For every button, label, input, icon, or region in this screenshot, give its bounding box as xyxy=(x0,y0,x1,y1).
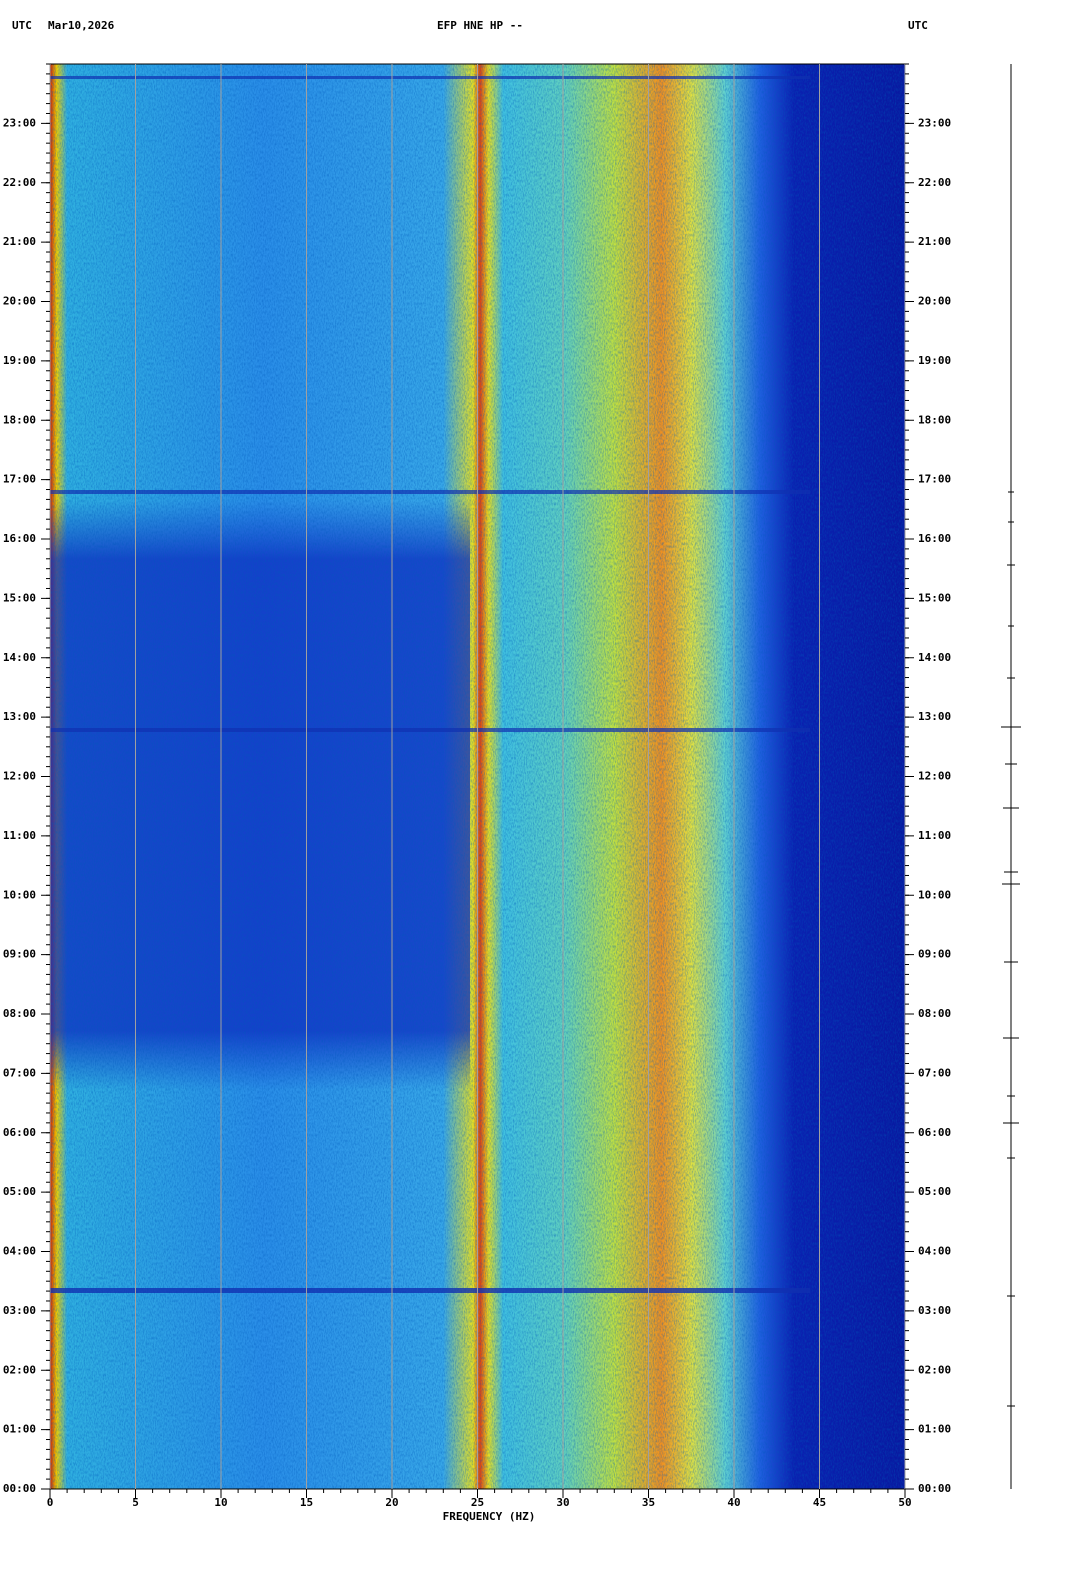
x-tick-label: 25 xyxy=(471,1496,484,1509)
y-tick-label: 18:00 xyxy=(918,413,951,426)
x-tick-label: 0 xyxy=(47,1496,54,1509)
y-tick-label: 14:00 xyxy=(3,651,36,664)
y-tick-label: 07:00 xyxy=(918,1066,951,1079)
trace xyxy=(1001,64,1021,1489)
y-tick-label: 15:00 xyxy=(3,591,36,604)
y-tick-label: 09:00 xyxy=(918,948,951,961)
y-tick-label: 16:00 xyxy=(3,532,36,545)
x-tick-label: 30 xyxy=(556,1496,569,1509)
x-tick-label: 10 xyxy=(214,1496,227,1509)
y-tick-label: 13:00 xyxy=(918,710,951,723)
y-tick-label: 00:00 xyxy=(3,1482,36,1495)
y-tick-label: 21:00 xyxy=(918,235,951,248)
right-time-label: UTC xyxy=(908,19,928,32)
y-tick-label: 11:00 xyxy=(3,829,36,842)
y-tick-label: 03:00 xyxy=(3,1304,36,1317)
y-tick-label: 06:00 xyxy=(918,1126,951,1139)
y-tick-label: 01:00 xyxy=(918,1423,951,1436)
y-tick-label: 08:00 xyxy=(3,1007,36,1020)
y-tick-label: 06:00 xyxy=(3,1126,36,1139)
x-tick-label: 40 xyxy=(727,1496,740,1509)
y-tick-label: 07:00 xyxy=(3,1066,36,1079)
y-tick-label: 23:00 xyxy=(3,116,36,129)
y-tick-label: 10:00 xyxy=(3,888,36,901)
y-tick-label: 02:00 xyxy=(918,1363,951,1376)
y-tick-label: 18:00 xyxy=(3,413,36,426)
left-time-label: UTC xyxy=(12,19,32,32)
y-tick-label: 12:00 xyxy=(3,770,36,783)
y-tick-label: 16:00 xyxy=(918,532,951,545)
x-tick-label: 50 xyxy=(898,1496,911,1509)
date: Mar10,2026 xyxy=(48,19,115,32)
y-tick-label: 17:00 xyxy=(918,473,951,486)
y-tick-label: 22:00 xyxy=(918,176,951,189)
y-tick-label: 05:00 xyxy=(3,1185,36,1198)
y-tick-label: 03:00 xyxy=(918,1304,951,1317)
y-tick-label: 13:00 xyxy=(3,710,36,723)
x-tick-label: 15 xyxy=(300,1496,313,1509)
x-tick-label: 5 xyxy=(132,1496,139,1509)
chart-title: EFP HNE HP -- xyxy=(437,19,523,32)
y-tick-label: 08:00 xyxy=(918,1007,951,1020)
y-tick-label: 11:00 xyxy=(918,829,951,842)
y-tick-label: 17:00 xyxy=(3,473,36,486)
y-tick-label: 14:00 xyxy=(918,651,951,664)
y-tick-label: 15:00 xyxy=(918,591,951,604)
y-tick-label: 23:00 xyxy=(918,116,951,129)
x-tick-label: 35 xyxy=(642,1496,655,1509)
y-tick-label: 12:00 xyxy=(918,770,951,783)
y-tick-label: 02:00 xyxy=(3,1363,36,1376)
y-tick-label: 19:00 xyxy=(918,354,951,367)
y-tick-label: 10:00 xyxy=(918,888,951,901)
y-tick-label: 20:00 xyxy=(3,295,36,308)
x-tick-label: 45 xyxy=(813,1496,826,1509)
y-tick-label: 00:00 xyxy=(918,1482,951,1495)
y-tick-label: 20:00 xyxy=(918,295,951,308)
y-tick-label: 05:00 xyxy=(918,1185,951,1198)
x-tick-label: 20 xyxy=(385,1496,398,1509)
y-tick-label: 22:00 xyxy=(3,176,36,189)
x-axis-label: FREQUENCY (HZ) xyxy=(443,1510,536,1523)
y-tick-label: 04:00 xyxy=(3,1245,36,1258)
y-tick-label: 09:00 xyxy=(3,948,36,961)
y-tick-label: 19:00 xyxy=(3,354,36,367)
y-tick-label: 01:00 xyxy=(3,1423,36,1436)
y-tick-label: 21:00 xyxy=(3,235,36,248)
y-tick-label: 04:00 xyxy=(918,1245,951,1258)
